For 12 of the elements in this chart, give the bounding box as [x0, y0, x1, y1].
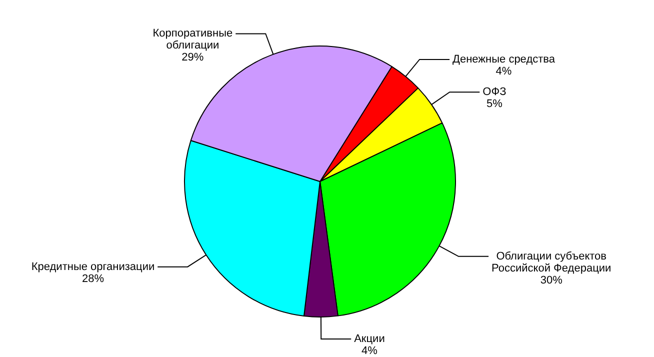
- data-label: 4%: [362, 345, 378, 357]
- data-label: 30%: [540, 274, 563, 286]
- slice-label: Кредитные организации: [31, 260, 155, 273]
- data-label: 4%: [496, 65, 512, 78]
- slice-label: Денежные средства: [452, 53, 556, 66]
- slice-label: Корпоративные облигации: [152, 28, 233, 52]
- data-label: 29%: [182, 52, 204, 64]
- data-label: 28%: [82, 272, 104, 285]
- slice-label: Акции: [354, 333, 385, 346]
- data-label: 5%: [486, 98, 503, 110]
- slice-label: ОФЗ: [482, 86, 507, 98]
- slice-label: Облигации субъектов Российской Федерации: [492, 250, 612, 274]
